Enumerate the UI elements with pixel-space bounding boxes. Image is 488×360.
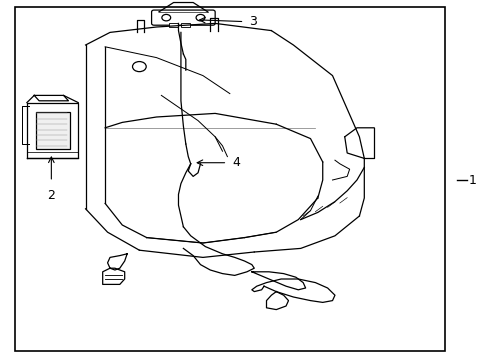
Text: 2: 2 (47, 189, 55, 202)
Bar (168, 23, 177, 27)
Bar (15, 7, 444, 351)
Bar (36, 112, 70, 149)
FancyBboxPatch shape (151, 10, 215, 25)
Text: 3: 3 (249, 15, 257, 28)
Text: 1: 1 (468, 174, 475, 186)
Bar (181, 23, 189, 27)
Text: 4: 4 (232, 156, 240, 169)
